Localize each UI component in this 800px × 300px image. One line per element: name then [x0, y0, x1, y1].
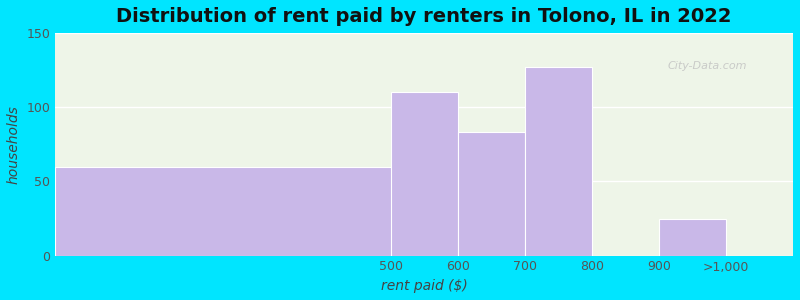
Bar	[525, 67, 592, 256]
Bar	[659, 218, 726, 256]
X-axis label: rent paid ($): rent paid ($)	[381, 279, 467, 293]
Text: City-Data.com: City-Data.com	[668, 61, 747, 71]
Bar	[390, 92, 458, 256]
Bar	[55, 167, 424, 256]
Y-axis label: households: households	[7, 105, 21, 184]
Title: Distribution of rent paid by renters in Tolono, IL in 2022: Distribution of rent paid by renters in …	[116, 7, 732, 26]
Bar	[458, 133, 525, 256]
